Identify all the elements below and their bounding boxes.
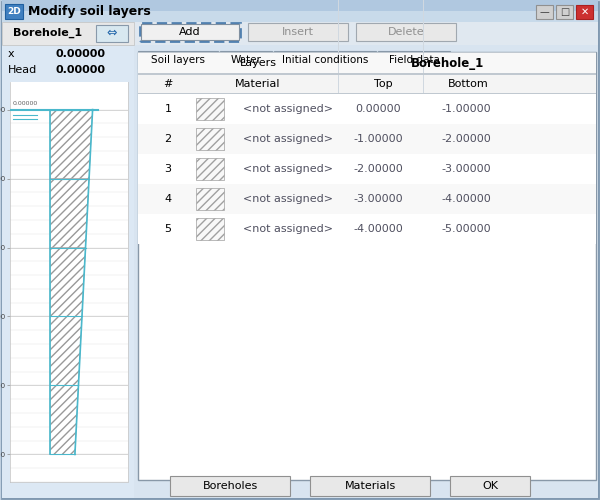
Text: 2: 2 (164, 134, 172, 144)
Bar (2, 11, 598, 22)
Text: 3: 3 (164, 164, 172, 174)
Text: -1.00000: -1.00000 (353, 134, 403, 144)
Text: Initial conditions: Initial conditions (282, 55, 368, 65)
Bar (138, 52, 596, 53)
Bar (2, 22, 134, 498)
Bar (134, 22, 598, 45)
Bar (10, 82, 128, 482)
Bar (138, 93, 596, 94)
Text: 1: 1 (164, 104, 172, 114)
Bar (138, 154, 596, 184)
Text: 5: 5 (164, 224, 172, 234)
Text: x: x (8, 49, 14, 59)
Bar (138, 52, 596, 74)
Bar (576, 5, 593, 19)
Bar (2, 22, 134, 45)
Bar (310, 476, 430, 496)
Bar (96, 25, 128, 42)
Bar (338, 0, 339, 94)
Text: Top: Top (374, 79, 392, 89)
Bar (138, 184, 596, 214)
Text: —: — (539, 7, 550, 17)
Bar (556, 5, 573, 19)
Text: #: # (163, 79, 173, 89)
Text: Borehole_1: Borehole_1 (412, 56, 485, 70)
Bar (378, 51, 450, 69)
Text: <not assigned>: <not assigned> (243, 104, 333, 114)
Bar (140, 23, 240, 41)
Bar (2, 62, 134, 63)
Text: 2D: 2D (7, 7, 21, 16)
Bar (196, 128, 224, 150)
Bar (196, 98, 224, 120)
Bar (138, 94, 596, 124)
Bar (170, 476, 290, 496)
Bar (138, 73, 596, 74)
Text: Modify soil layers: Modify soil layers (28, 5, 151, 18)
Bar (220, 51, 272, 69)
Bar (196, 188, 224, 210)
Text: OK: OK (482, 481, 498, 491)
Polygon shape (50, 110, 92, 178)
Text: Head: Head (8, 65, 37, 75)
Polygon shape (50, 248, 86, 316)
Text: Materials: Materials (344, 481, 395, 491)
Text: Delete: Delete (388, 27, 424, 37)
Text: 4: 4 (164, 194, 172, 204)
Text: ⇔: ⇔ (107, 27, 117, 40)
Text: Borehole_1: Borehole_1 (13, 28, 83, 38)
Text: Bottom: Bottom (448, 79, 488, 89)
Polygon shape (50, 386, 79, 454)
Bar (536, 5, 553, 19)
Bar (138, 52, 596, 480)
Text: -3.00000: -3.00000 (353, 194, 403, 204)
Text: Layers: Layers (239, 58, 277, 68)
Bar (450, 476, 530, 496)
Bar (196, 218, 224, 240)
Bar (138, 214, 596, 244)
Text: ✕: ✕ (580, 7, 589, 17)
Text: □: □ (560, 7, 569, 17)
Bar (2, 0, 598, 22)
Text: Insert: Insert (282, 27, 314, 37)
Text: Material: Material (235, 79, 281, 89)
Polygon shape (50, 178, 89, 248)
Text: -4.00000: -4.00000 (353, 224, 403, 234)
Bar (138, 51, 218, 69)
Text: Field data: Field data (389, 55, 439, 65)
Text: <not assigned>: <not assigned> (243, 164, 333, 174)
Bar (274, 51, 376, 69)
Bar (138, 124, 596, 154)
Text: -2.00000: -2.00000 (441, 134, 491, 144)
Text: -4.00000: -4.00000 (441, 194, 491, 204)
Text: 0.00000: 0.00000 (55, 49, 105, 59)
Bar (2, 78, 134, 79)
Text: 0.00000: 0.00000 (355, 104, 401, 114)
Text: <not assigned>: <not assigned> (243, 194, 333, 204)
Text: Boreholes: Boreholes (202, 481, 257, 491)
Bar (248, 23, 348, 41)
Bar (138, 74, 596, 75)
Bar (141, 24, 239, 40)
Bar (356, 23, 456, 41)
Text: <not assigned>: <not assigned> (243, 224, 333, 234)
Text: -5.00000: -5.00000 (441, 224, 491, 234)
Text: Add: Add (179, 27, 201, 37)
Bar (5, 4, 23, 19)
Text: 0.00000: 0.00000 (13, 101, 38, 106)
Text: -2.00000: -2.00000 (353, 164, 403, 174)
Bar (134, 22, 598, 498)
Text: 0.00000: 0.00000 (55, 65, 105, 75)
Text: Water: Water (230, 55, 262, 65)
Bar (196, 158, 224, 180)
Polygon shape (50, 316, 82, 386)
Text: Soil layers: Soil layers (151, 55, 205, 65)
Bar (138, 74, 596, 94)
Text: -1.00000: -1.00000 (441, 104, 491, 114)
Text: -3.00000: -3.00000 (441, 164, 491, 174)
Text: <not assigned>: <not assigned> (243, 134, 333, 144)
Bar (423, 0, 424, 94)
